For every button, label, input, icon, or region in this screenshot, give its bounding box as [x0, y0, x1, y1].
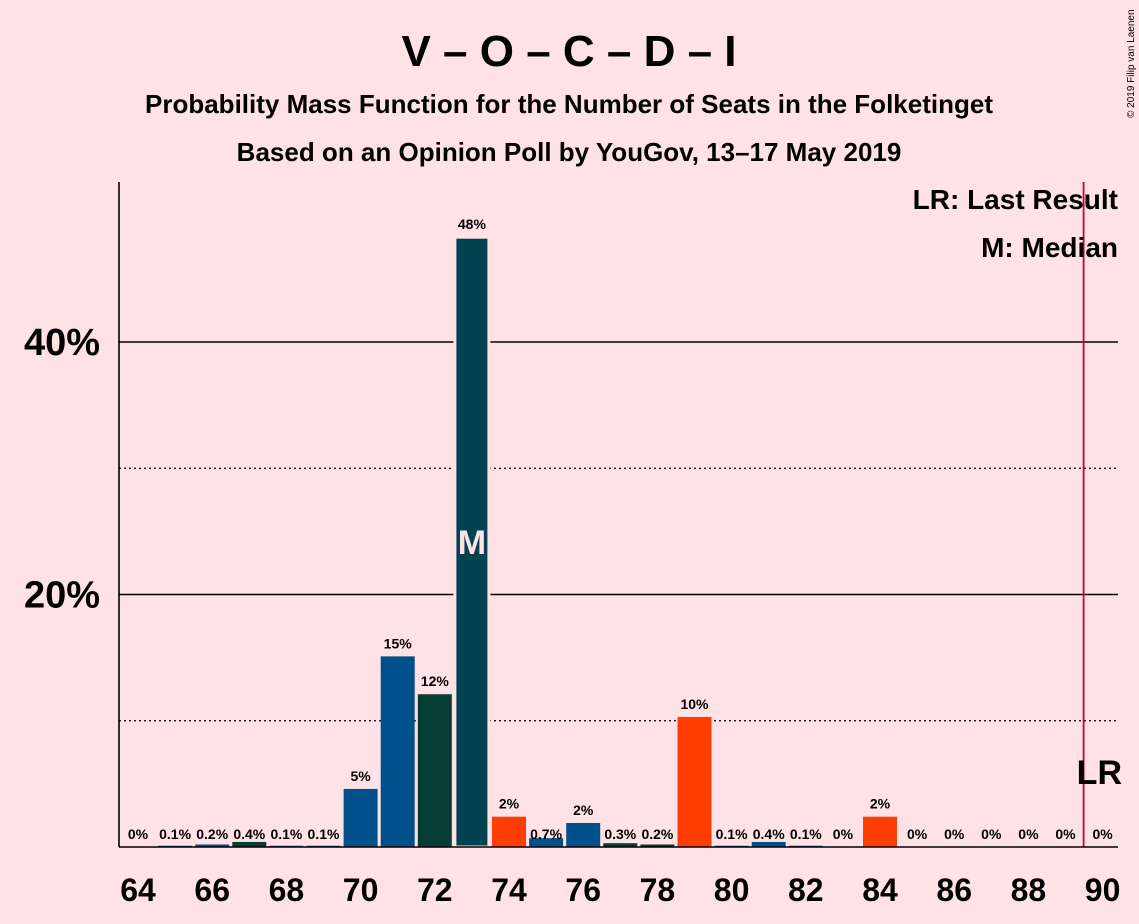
last-result-marker: LR [1077, 754, 1122, 792]
bar-seat-70 [343, 788, 378, 847]
x-tick-label: 66 [194, 872, 230, 908]
bar-seat-72 [417, 694, 452, 847]
x-tick-label: 86 [936, 872, 972, 908]
grid-layer [119, 341, 1118, 722]
x-tick-label: 76 [565, 872, 601, 908]
x-tick-label: 74 [491, 872, 527, 908]
x-tick-label: 70 [343, 872, 379, 908]
bar-seat-74 [492, 816, 526, 847]
axis-layer: LR 20% 40% 64 66 68 70 72 74 76 78 80 82 84 86 88 90 [24, 182, 1122, 908]
bar-seat-76 [566, 823, 601, 847]
bar-label-seat-73: 48% [458, 216, 487, 232]
x-tick-label: 84 [862, 872, 898, 908]
x-tick-label: 88 [1011, 872, 1047, 908]
x-tick-label: 72 [417, 872, 453, 908]
bar-label-seat-71: 15% [384, 635, 413, 651]
bar-label-seat-79: 10% [680, 696, 709, 712]
y-tick-label: 40% [24, 322, 100, 364]
bar-seat-84 [863, 816, 897, 847]
bar-seat-77 [603, 843, 638, 847]
bar-label-seat-90: 0% [1092, 826, 1113, 842]
x-tick-label: 78 [640, 872, 676, 908]
bar-seat-66 [195, 844, 230, 847]
x-tick-label: 68 [269, 872, 305, 908]
bar-label-seat-88: 0% [1018, 826, 1039, 842]
median-marker: M [458, 524, 486, 562]
bar-label-seat-72: 12% [421, 673, 450, 689]
chart-subtitle-1: Probability Mass Function for the Number… [145, 89, 993, 119]
bar-label-seat-76: 2% [573, 802, 594, 818]
bar-label-seat-81: 0.4% [753, 826, 785, 842]
bar-label-seat-74: 2% [499, 796, 520, 812]
x-tick-label: 64 [120, 872, 156, 908]
chart-title: V – O – C – D – I [401, 27, 736, 76]
bar-seat-71 [380, 656, 415, 847]
bar-label-seat-82: 0.1% [790, 826, 822, 842]
bar-label-seat-84: 2% [870, 796, 891, 812]
bar-label-seat-89: 0% [1055, 826, 1076, 842]
bar-seat-67 [232, 841, 267, 847]
bar-seat-79 [677, 716, 712, 847]
bar-seat-81 [751, 841, 786, 847]
bar-seat-78 [640, 844, 675, 847]
bar-label-seat-75: 0.7% [530, 826, 562, 842]
x-tick-label: 82 [788, 872, 824, 908]
bar-label-seat-83: 0% [833, 826, 854, 842]
bar-label-seat-66: 0.2% [196, 826, 228, 842]
bar-label-seat-67: 0.4% [233, 826, 265, 842]
copyright-text: © 2019 Filip van Laenen [1126, 9, 1137, 118]
bar-seat-75 [529, 838, 564, 847]
chart-subtitle-2: Based on an Opinion Poll by YouGov, 13–1… [237, 137, 902, 167]
y-tick-label: 20% [24, 575, 100, 617]
bar-label-seat-85: 0% [907, 826, 928, 842]
x-tick-label: 90 [1085, 872, 1121, 908]
bar-label-seat-87: 0% [981, 826, 1002, 842]
x-tick-label: 80 [714, 872, 750, 908]
bar-label-seat-86: 0% [944, 826, 965, 842]
bar-label-seat-69: 0.1% [308, 826, 340, 842]
bar-layer: 0% 0.1% 0.2% 0.4% 0.1% 0.1% 5% 15% 12% 48% 2% 0.7% 2… [128, 216, 1113, 849]
bar-label-seat-70: 5% [350, 768, 371, 784]
bar-label-seat-78: 0.2% [641, 826, 673, 842]
bar-label-seat-65: 0.1% [159, 826, 191, 842]
legend-median: M: Median [981, 232, 1118, 263]
bar-label-seat-77: 0.3% [604, 826, 636, 842]
bar-label-seat-80: 0.1% [716, 826, 748, 842]
legend-last-result: LR: Last Result [913, 184, 1118, 215]
bar-label-seat-68: 0.1% [270, 826, 302, 842]
bar-label-seat-64: 0% [128, 826, 149, 842]
